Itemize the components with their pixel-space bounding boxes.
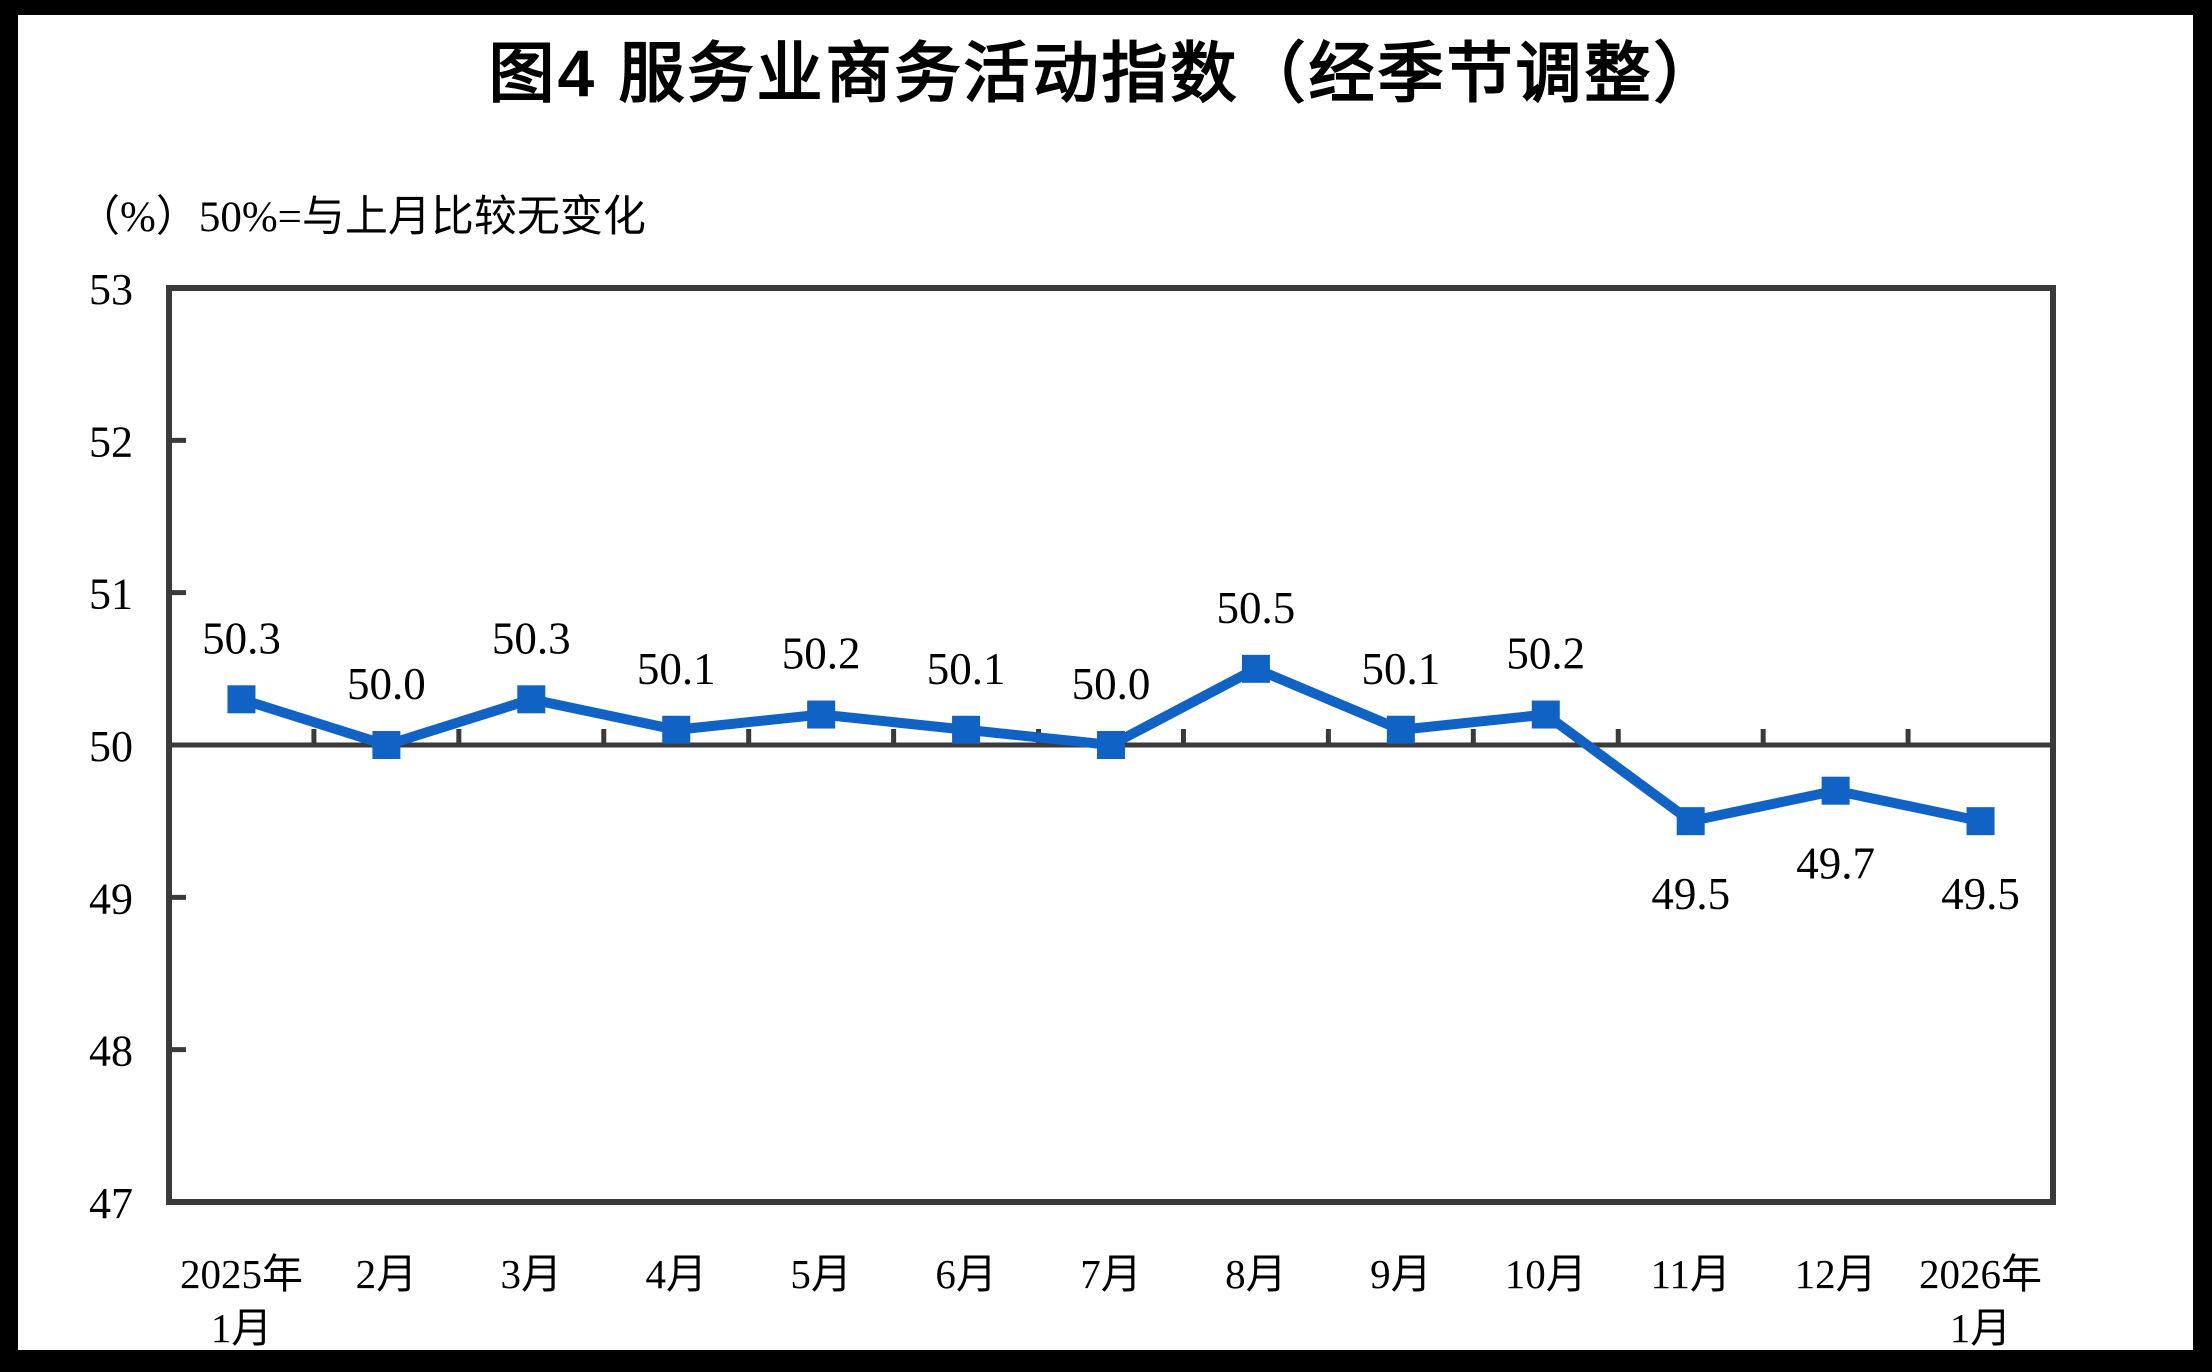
axis-unit-note: （%）50%=与上月比较无变化 (77, 194, 646, 241)
y-axis-label: 51 (89, 570, 133, 619)
x-axis-label: 7月 (1080, 1251, 1142, 1297)
x-axis-label: 2月 (356, 1251, 418, 1297)
x-axis-label: 2025年 (180, 1251, 303, 1297)
y-axis-label: 50 (89, 722, 133, 771)
data-point-marker (517, 685, 546, 714)
y-axis-label: 48 (89, 1027, 133, 1076)
data-point-marker (1821, 776, 1850, 805)
data-point-marker (952, 715, 981, 744)
data-point-marker (662, 715, 691, 744)
x-axis-label: 12月 (1795, 1251, 1877, 1297)
y-axis-label: 52 (89, 417, 133, 466)
data-label: 50.5 (1217, 583, 1296, 633)
data-label: 50.1 (1361, 644, 1440, 694)
data-point-marker (1531, 700, 1560, 729)
data-label: 49.7 (1796, 839, 1875, 889)
data-label: 50.2 (782, 629, 861, 679)
data-label: 50.1 (927, 644, 1006, 694)
data-label: 50.3 (202, 613, 281, 663)
data-label: 50.2 (1506, 629, 1585, 679)
data-point-marker (372, 731, 401, 759)
data-point-marker (1676, 807, 1705, 836)
figure-page: 图4 服务业商务活动指数（经季节调整） （%）50%=与上月比较无变化 47 48… (18, 15, 2193, 1350)
data-point-marker (1097, 731, 1125, 759)
line-chart: 47 48 49 50 51 52 53 50.3 50.0 50.3 50.1 50.2 50.1 50… (89, 265, 2056, 1350)
data-label: 49.5 (1651, 869, 1730, 919)
x-axis-label: 6月 (935, 1251, 997, 1297)
data-point-marker (1386, 715, 1415, 744)
x-axis-label: 9月 (1370, 1251, 1432, 1297)
x-axis-label: 11月 (1650, 1251, 1730, 1297)
data-point-marker (807, 700, 836, 729)
y-axis-label: 53 (89, 265, 133, 314)
x-axis-label: 3月 (501, 1251, 563, 1297)
data-label: 50.1 (637, 644, 716, 694)
chart-title: 图4 服务业商务活动指数（经季节调整） (488, 36, 1723, 110)
data-point-marker (227, 685, 256, 714)
data-point-marker (1241, 654, 1270, 683)
x-axis-label: 10月 (1505, 1251, 1587, 1297)
x-axis-label: 8月 (1225, 1251, 1287, 1297)
data-point-marker (1966, 807, 1995, 836)
x-axis-label: 1月 (211, 1305, 273, 1350)
data-label: 50.0 (347, 659, 426, 709)
data-label: 50.3 (492, 613, 571, 663)
data-label: 49.5 (1941, 869, 2020, 919)
y-axis-label: 47 (89, 1179, 133, 1228)
x-axis-label: 1月 (1950, 1305, 2012, 1350)
y-axis-label: 49 (89, 874, 133, 923)
x-axis-label: 4月 (645, 1251, 707, 1297)
x-axis-label: 2026年 (1919, 1251, 2042, 1297)
data-label: 50.0 (1072, 659, 1151, 709)
x-axis-label: 5月 (790, 1251, 852, 1297)
